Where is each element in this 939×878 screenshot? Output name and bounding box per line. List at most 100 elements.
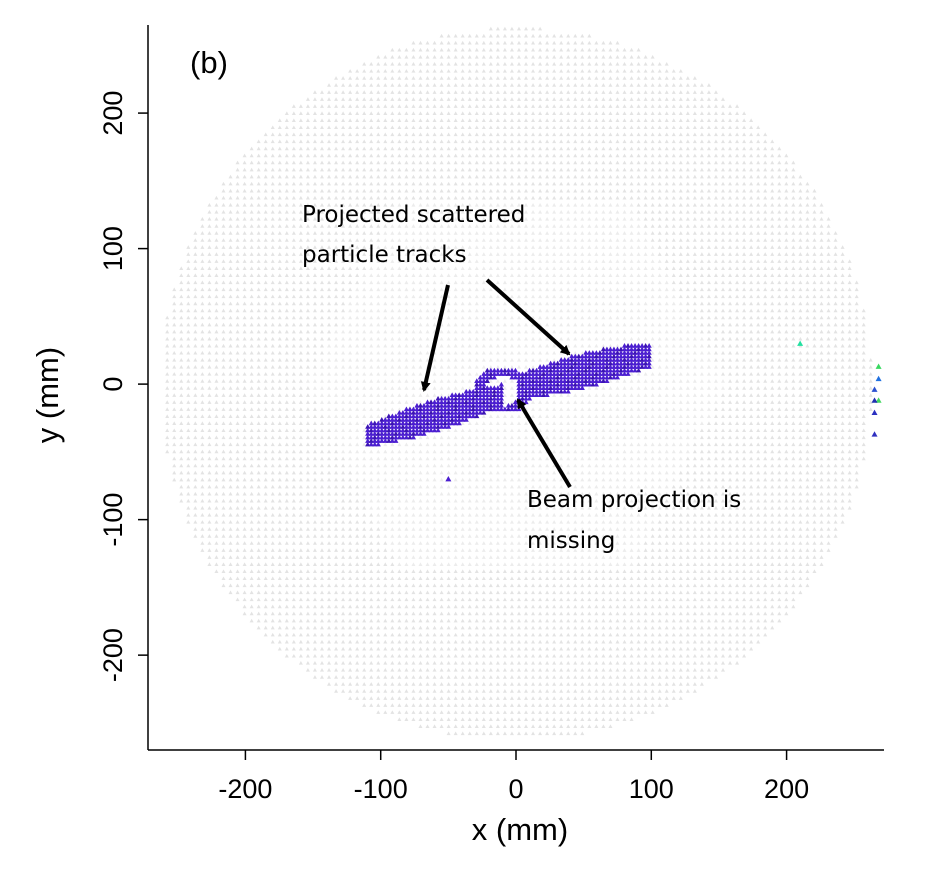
detector-cell-4573 bbox=[587, 343, 592, 348]
detector-cell-168 bbox=[362, 696, 367, 700]
detector-cell-3605 bbox=[165, 407, 170, 411]
detector-cell-3705 bbox=[868, 407, 873, 411]
detector-cell-4857 bbox=[474, 322, 479, 327]
detector-cell-138 bbox=[474, 703, 479, 707]
detector-cell-655 bbox=[411, 639, 416, 644]
detector-cell-3825 bbox=[291, 393, 296, 397]
detector-cell-203 bbox=[608, 696, 613, 700]
detector-cell-1400 bbox=[713, 576, 718, 581]
detector-cell-1863 bbox=[242, 534, 247, 538]
detector-cell-2763 bbox=[545, 470, 550, 475]
detector-cell-1849 bbox=[784, 541, 789, 545]
detector-cell-3762 bbox=[559, 400, 564, 404]
detector-cell-1998 bbox=[545, 527, 550, 531]
detector-cell-560 bbox=[699, 653, 704, 658]
detector-cell-1211 bbox=[559, 590, 564, 595]
detector-cell-934 bbox=[291, 611, 296, 616]
detector-cell-1902 bbox=[516, 534, 521, 538]
detector-cell-1929 bbox=[706, 534, 711, 538]
detector-cell-553 bbox=[650, 653, 655, 658]
detector-cell-3156 bbox=[524, 442, 529, 447]
detector-cell-3065 bbox=[587, 449, 592, 454]
detector-cell-4493 bbox=[728, 350, 733, 355]
detector-cell-4798 bbox=[763, 329, 768, 334]
detector-cell-1052 bbox=[573, 604, 578, 609]
detector-cell-2531 bbox=[291, 484, 296, 489]
detector-cell-2153 bbox=[319, 513, 324, 517]
detector-cell-2310 bbox=[763, 505, 768, 510]
detector-cell-2332 bbox=[242, 498, 247, 503]
detector-cell-1772 bbox=[242, 541, 247, 545]
detector-cell-4185 bbox=[692, 372, 697, 376]
detector-cell-2261 bbox=[418, 505, 423, 510]
detector-cell-3807 bbox=[165, 393, 170, 397]
detector-cell-1853 bbox=[812, 541, 817, 545]
detector-cell-504 bbox=[305, 653, 310, 658]
detector-cell-1385 bbox=[608, 576, 613, 581]
detector-cell-3329 bbox=[334, 428, 339, 433]
detector-cell-2021 bbox=[706, 527, 711, 531]
detector-cell-1550 bbox=[559, 562, 564, 566]
detector-cell-2226 bbox=[833, 513, 838, 517]
detector-cell-2281 bbox=[559, 505, 564, 510]
detector-cell-3146 bbox=[453, 442, 458, 447]
detector-cell-98 bbox=[488, 710, 493, 714]
detector-cell-4874 bbox=[594, 322, 599, 327]
detector-cell-2116 bbox=[721, 520, 725, 524]
detector-cell-1222 bbox=[636, 590, 641, 595]
detector-cell-235 bbox=[481, 689, 486, 693]
detector-cell-1734 bbox=[608, 548, 613, 552]
detector-cell-1191 bbox=[418, 590, 423, 595]
detector-cell-2325 bbox=[193, 498, 198, 503]
detector-cell-4312 bbox=[165, 357, 170, 362]
detector-cell-2671 bbox=[587, 477, 592, 482]
detector-cell-3808 bbox=[172, 393, 177, 397]
detector-cell-1804 bbox=[467, 541, 472, 545]
detector-cell-2987 bbox=[742, 456, 747, 461]
detector-cell-4439 bbox=[348, 350, 353, 355]
detector-cell-2820 bbox=[256, 463, 261, 468]
detector-cell-4659 bbox=[488, 336, 493, 341]
detector-cell-4386 bbox=[685, 357, 690, 362]
detector-cell-4072 bbox=[608, 379, 613, 383]
detector-cell-4365 bbox=[538, 357, 543, 362]
detector-cell-3717 bbox=[242, 400, 247, 404]
detector-cell-3057 bbox=[531, 449, 536, 454]
detector-cell-4546 bbox=[397, 343, 402, 348]
detector-cell-47 bbox=[608, 724, 613, 729]
detector-cell-716 bbox=[341, 632, 346, 637]
detector-cell-2596 bbox=[749, 484, 754, 489]
detector-cell-1105 bbox=[383, 597, 388, 602]
detector-cell-3131 bbox=[348, 442, 353, 447]
detector-cell-608 bbox=[566, 646, 571, 651]
detector-cell-4639 bbox=[348, 336, 353, 341]
detector-cell-855 bbox=[277, 618, 282, 623]
detector-cell-4188 bbox=[713, 372, 718, 376]
detector-cell-1959 bbox=[270, 527, 275, 531]
detector-cell-154 bbox=[587, 703, 592, 707]
detector-cell-1560 bbox=[629, 562, 634, 566]
detector-cell-2365 bbox=[474, 498, 479, 503]
detector-cell-193 bbox=[538, 696, 543, 700]
detector-cell-549 bbox=[622, 653, 627, 658]
detector-cell-3353 bbox=[502, 428, 507, 433]
detector-cell-1358 bbox=[418, 576, 423, 581]
detector-cell-2431 bbox=[263, 491, 268, 496]
detector-cell-2740 bbox=[383, 470, 388, 475]
detector-cell-959 bbox=[467, 611, 472, 616]
detector-cell-2490 bbox=[678, 491, 683, 496]
detector-cell-3111 bbox=[207, 442, 212, 447]
detector-cell-3451 bbox=[488, 421, 493, 426]
detector-cell-4449 bbox=[418, 350, 423, 355]
detector-cell-881 bbox=[460, 618, 465, 623]
detector-cell-3047 bbox=[460, 449, 465, 454]
detector-cell-1239 bbox=[756, 590, 761, 595]
detector-cell-1111 bbox=[425, 597, 430, 602]
detector-cell-2670 bbox=[580, 477, 585, 482]
detector-cell-2640 bbox=[369, 477, 374, 482]
detector-cell-4917 bbox=[193, 315, 198, 320]
detector-cell-3693 bbox=[784, 407, 789, 411]
detector-cell-4574 bbox=[594, 343, 599, 348]
detector-cell-2735 bbox=[348, 470, 353, 475]
detector-cell-293 bbox=[516, 682, 521, 686]
